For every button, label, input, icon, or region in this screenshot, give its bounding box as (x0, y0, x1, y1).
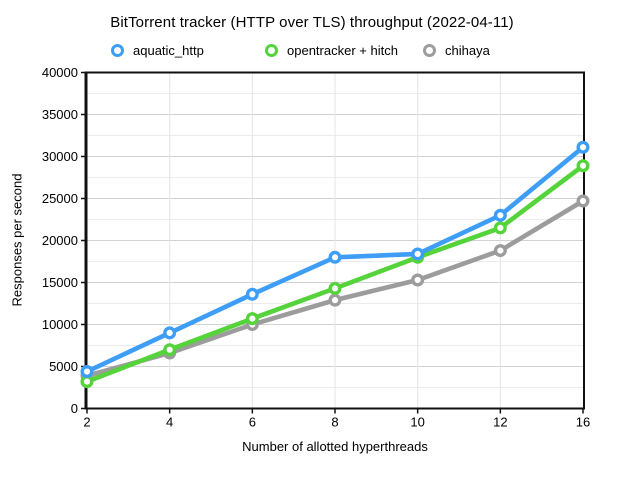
x-tick-label: 2 (83, 415, 90, 430)
y-tick-label: 40000 (42, 65, 78, 80)
data-point-marker (576, 159, 590, 173)
legend-marker-circle-icon (111, 44, 124, 57)
legend-label: aquatic_http (133, 43, 204, 58)
data-point-marker (411, 273, 425, 287)
legend-marker-circle-icon (265, 44, 278, 57)
data-point-marker (493, 244, 507, 258)
y-tick-label: 5000 (49, 359, 78, 374)
y-tick-label: 35000 (42, 107, 78, 122)
data-point-marker (576, 194, 590, 208)
x-tick-label: 16 (576, 415, 590, 430)
data-point-marker (245, 312, 259, 326)
data-point-marker (576, 140, 590, 154)
y-tick-label: 15000 (42, 275, 78, 290)
chart-title: BitTorrent tracker (HTTP over TLS) throu… (110, 14, 514, 31)
data-point-marker (411, 247, 425, 261)
x-tick-label: 8 (331, 415, 338, 430)
data-point-marker (328, 293, 342, 307)
data-point-marker (80, 365, 94, 379)
data-point-marker (163, 326, 177, 340)
data-point-marker (493, 208, 507, 222)
data-point-marker (163, 343, 177, 357)
x-tick-label: 6 (249, 415, 256, 430)
x-tick-label: 4 (166, 415, 173, 430)
legend-item-opentracker-hitch: opentracker + hitch (265, 43, 398, 58)
data-point-marker (245, 287, 259, 301)
data-point-marker (493, 221, 507, 235)
legend-label: opentracker + hitch (287, 43, 398, 58)
x-axis-title: Number of allotted hyperthreads (242, 439, 428, 454)
y-tick-label: 25000 (42, 191, 78, 206)
y-tick-label: 30000 (42, 149, 78, 164)
legend-item-aquatic-http: aquatic_http (111, 43, 204, 58)
legend-marker-circle-icon (423, 44, 436, 57)
y-tick-label: 20000 (42, 233, 78, 248)
y-tick-label: 0 (71, 401, 78, 416)
data-point-marker (328, 250, 342, 264)
x-tick-label: 12 (493, 415, 507, 430)
data-point-marker (80, 375, 94, 389)
legend-label: chihaya (445, 43, 490, 58)
x-tick-label: 10 (410, 415, 424, 430)
legend-item-chihaya: chihaya (423, 43, 490, 58)
data-point-marker (328, 281, 342, 295)
y-axis-title: Responses per second (9, 173, 25, 307)
y-tick-label: 10000 (42, 317, 78, 332)
